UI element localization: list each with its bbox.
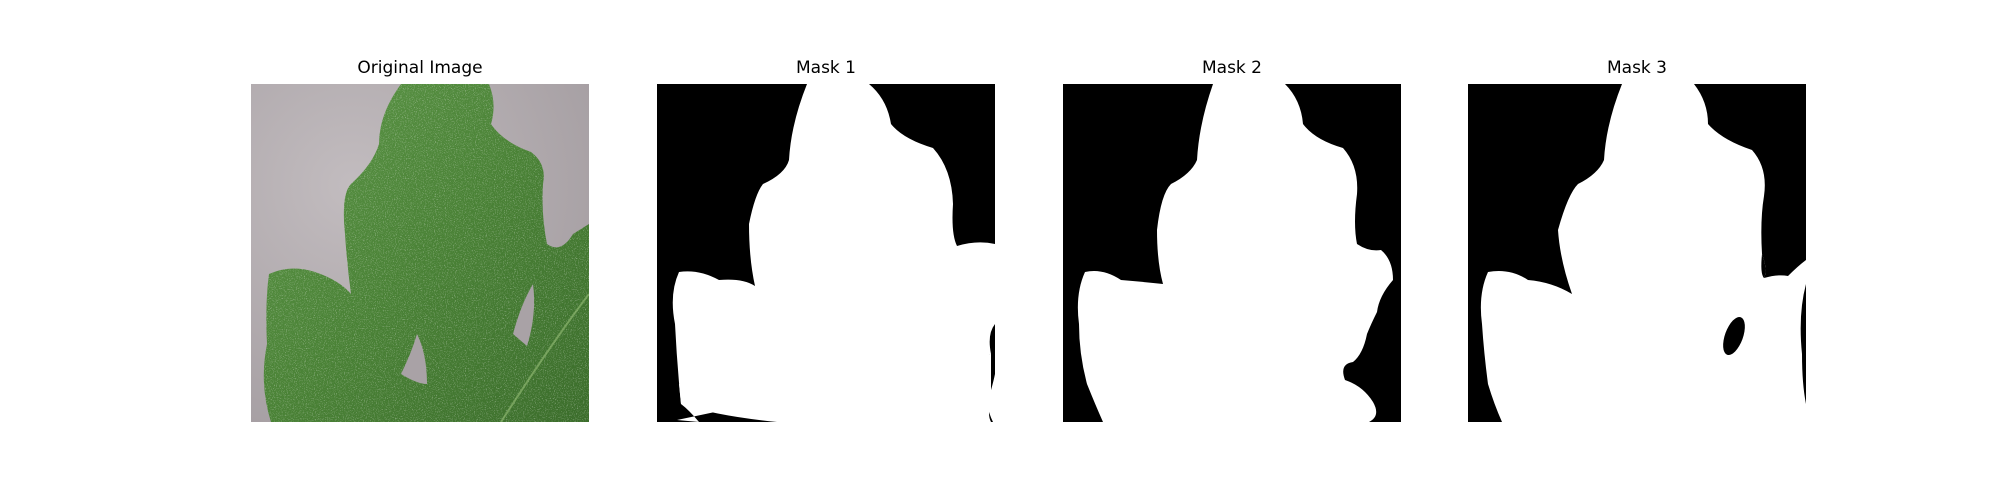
original-image-panel — [251, 84, 589, 422]
mask-1-panel — [657, 84, 995, 422]
leaf-sinus-gap-right — [513, 284, 535, 346]
panel-title-original-image: Original Image — [357, 58, 483, 78]
leaf-vein — [500, 293, 589, 422]
mask-3-image — [1468, 84, 1806, 422]
mask-1-image — [657, 84, 995, 422]
mask-foreground — [1077, 84, 1393, 422]
panel-title-mask-1: Mask 1 — [795, 58, 856, 78]
leaf-sinus-gap-left — [401, 334, 427, 384]
panel-title-mask-2: Mask 2 — [1201, 58, 1262, 78]
mask-hole-top-right — [1761, 254, 1766, 278]
mask-3-panel — [1468, 84, 1806, 422]
mask-foreground-bottom — [679, 354, 991, 422]
panel-title-mask-3: Mask 3 — [1606, 58, 1667, 78]
mask-hole-blob — [1723, 316, 1745, 356]
leaf-powdery-spots — [263, 84, 589, 422]
mask-2-image — [1063, 84, 1401, 422]
mask-2-panel — [1063, 84, 1401, 422]
leaf-photo — [251, 84, 589, 422]
mask-foreground — [672, 84, 995, 422]
